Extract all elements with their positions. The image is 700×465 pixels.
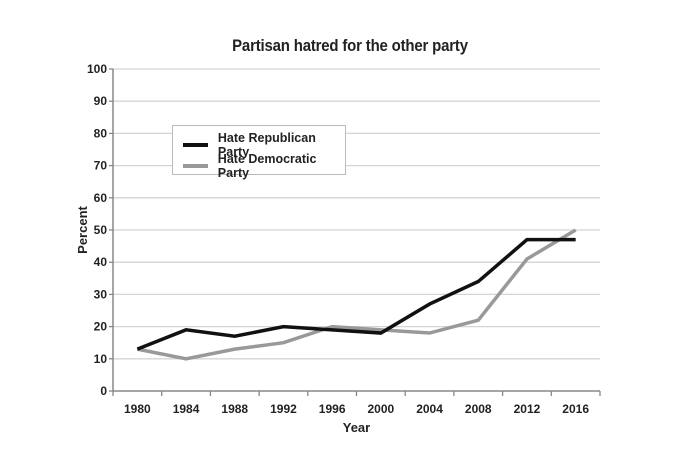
y-tick-label: 10 xyxy=(94,352,108,366)
legend-item-republican: Hate Republican Party xyxy=(183,131,345,159)
y-axis-title: Percent xyxy=(75,205,90,253)
chart-title: Partisan hatred for the other party xyxy=(232,36,468,55)
y-tick-label: 60 xyxy=(94,191,108,205)
x-tick-label: 1988 xyxy=(221,402,248,416)
x-tick-label: 2008 xyxy=(465,402,492,416)
y-tick-label: 30 xyxy=(94,287,108,301)
y-tick-label: 20 xyxy=(94,320,108,334)
y-tick-label: 90 xyxy=(94,94,108,108)
y-tick-label: 0 xyxy=(100,384,107,398)
x-tick-label: 1992 xyxy=(270,402,297,416)
x-tick-label: 1996 xyxy=(319,402,346,416)
y-tick-label: 40 xyxy=(94,255,108,269)
legend: Hate Republican Party Hate Democratic Pa… xyxy=(172,125,346,180)
y-tick-label: 70 xyxy=(94,159,108,173)
series-line xyxy=(136,237,576,351)
legend-swatch-gray xyxy=(183,164,208,168)
x-tick-label: 2012 xyxy=(514,402,541,416)
x-tick-label: 1984 xyxy=(173,402,200,416)
series-line xyxy=(137,228,577,361)
x-tick-label: 1980 xyxy=(124,402,151,416)
legend-label: Hate Republican Party xyxy=(217,131,316,159)
x-axis-title: Year xyxy=(343,420,370,435)
x-tick-label: 2016 xyxy=(562,402,589,416)
legend-label: Hate Democratic Party xyxy=(217,152,317,180)
legend-item-democratic: Hate Democratic Party xyxy=(183,152,345,180)
y-tick-label: 50 xyxy=(94,223,108,237)
legend-swatch-black xyxy=(183,143,208,147)
x-tick-label: 2004 xyxy=(416,402,443,416)
x-tick-label: 2000 xyxy=(367,402,394,416)
y-tick-label: 100 xyxy=(87,62,107,76)
y-tick-label: 80 xyxy=(94,126,108,140)
